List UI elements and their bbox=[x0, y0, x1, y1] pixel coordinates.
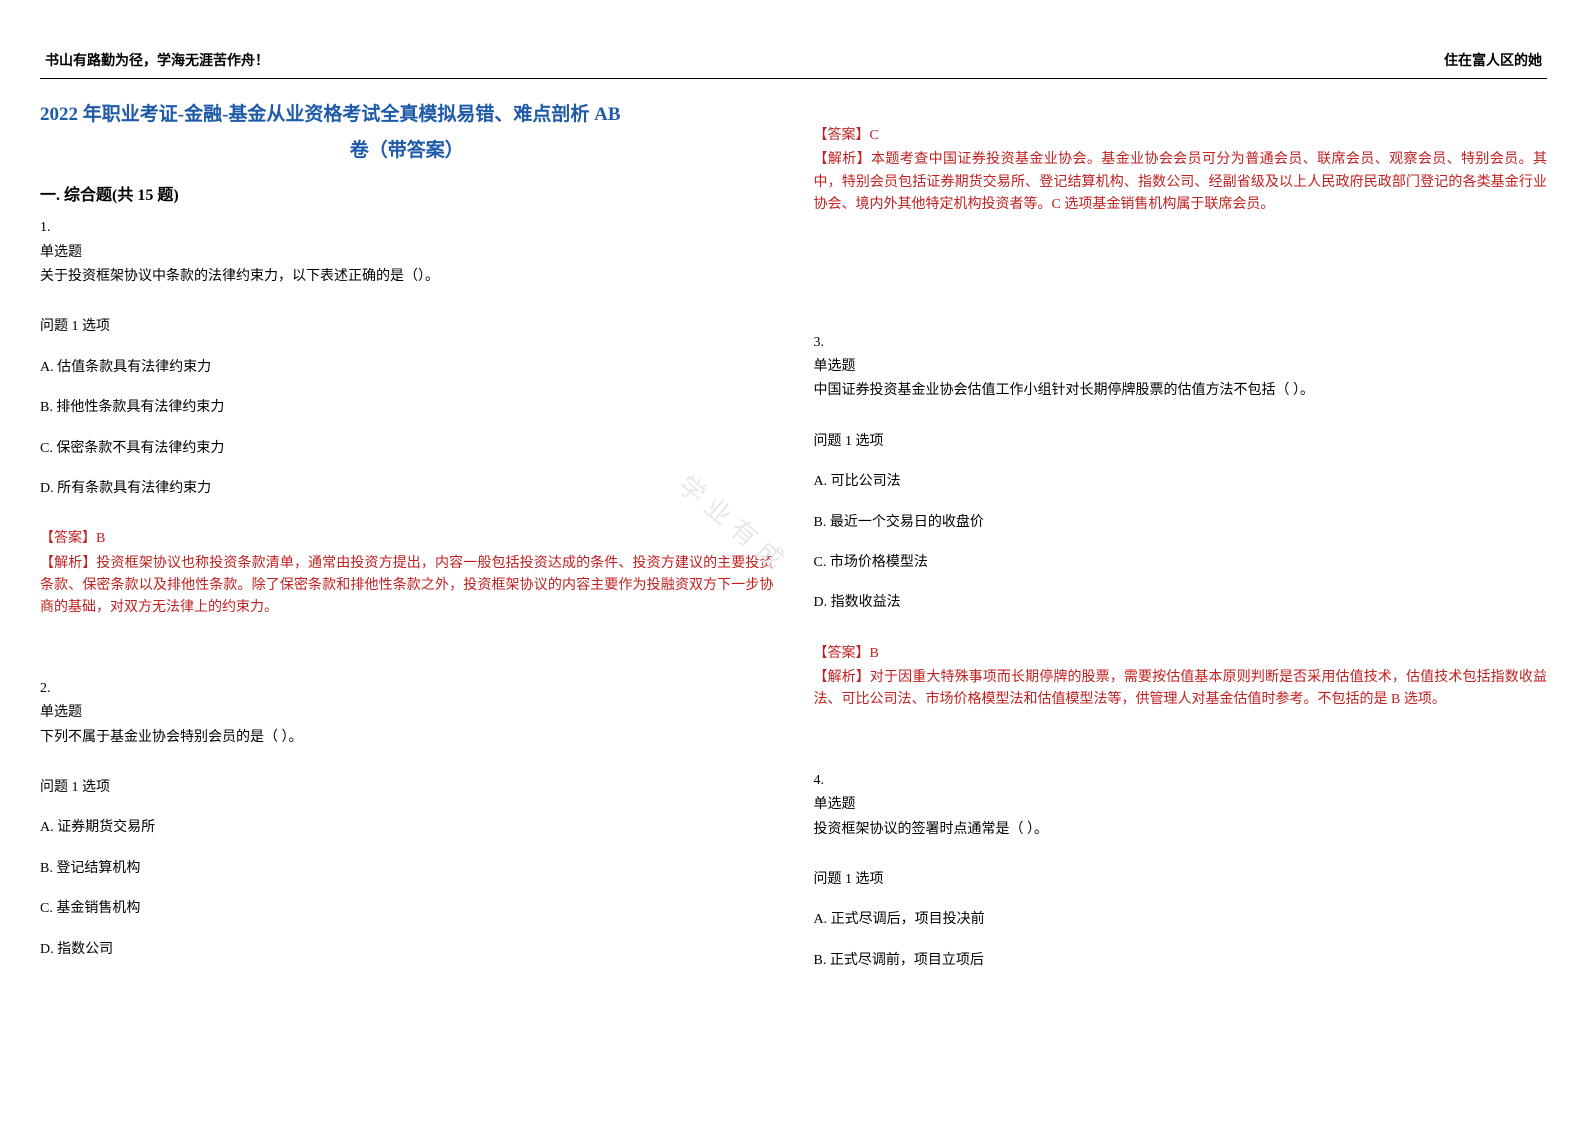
answer-1: 【答案】B 【解析】投资框架协议也称投资条款清单，通常由投资方提出，内容一般包括… bbox=[40, 528, 774, 620]
question-number: 3. bbox=[814, 332, 1548, 354]
option-d: D. 指数公司 bbox=[40, 939, 774, 961]
option-d: D. 所有条款具有法律约束力 bbox=[40, 478, 774, 500]
answer-2: 【答案】C 【解析】本题考查中国证券投资基金业协会。基金业协会会员可分为普通会员… bbox=[814, 125, 1548, 217]
content-columns: 2022 年职业考证-金融-基金从业资格考试全真模拟易错、难点剖析 AB 卷（带… bbox=[40, 97, 1547, 1000]
header-divider bbox=[40, 78, 1547, 79]
option-b: B. 登记结算机构 bbox=[40, 858, 774, 880]
answer-label: 【答案】C bbox=[814, 125, 1548, 147]
option-a: A. 估值条款具有法律约束力 bbox=[40, 357, 774, 379]
option-label: 问题 1 选项 bbox=[814, 431, 1548, 453]
option-c: C. 基金销售机构 bbox=[40, 898, 774, 920]
question-number: 1. bbox=[40, 217, 774, 239]
question-stem: 投资框架协议的签署时点通常是（ ）。 bbox=[814, 819, 1548, 841]
option-b: B. 正式尽调前，项目立项后 bbox=[814, 950, 1548, 972]
question-2: 2. 单选题 下列不属于基金业协会特别会员的是（ ）。 问题 1 选项 A. 证… bbox=[40, 678, 774, 961]
right-column: 【答案】C 【解析】本题考查中国证券投资基金业协会。基金业协会会员可分为普通会员… bbox=[814, 97, 1548, 1000]
option-label: 问题 1 选项 bbox=[40, 777, 774, 799]
title-line-2: 卷（带答案） bbox=[40, 133, 774, 169]
question-stem: 下列不属于基金业协会特别会员的是（ ）。 bbox=[40, 727, 774, 749]
question-3: 3. 单选题 中国证券投资基金业协会估值工作小组针对长期停牌股票的估值方法不包括… bbox=[814, 332, 1548, 615]
question-type: 单选题 bbox=[40, 702, 774, 724]
question-stem: 中国证券投资基金业协会估值工作小组针对长期停牌股票的估值方法不包括（ ）。 bbox=[814, 380, 1548, 402]
question-4: 4. 单选题 投资框架协议的签署时点通常是（ ）。 问题 1 选项 A. 正式尽… bbox=[814, 770, 1548, 972]
question-number: 2. bbox=[40, 678, 774, 700]
option-a: A. 可比公司法 bbox=[814, 471, 1548, 493]
header-left-motto: 书山有路勤为径，学海无涯苦作舟！ bbox=[45, 50, 269, 70]
option-label: 问题 1 选项 bbox=[814, 869, 1548, 891]
answer-explanation: 【解析】投资框架协议也称投资条款清单，通常由投资方提出，内容一般包括投资达成的条… bbox=[40, 553, 774, 620]
question-number: 4. bbox=[814, 770, 1548, 792]
option-label: 问题 1 选项 bbox=[40, 316, 774, 338]
header-right-author: 住在富人区的她 bbox=[1444, 50, 1542, 70]
answer-label: 【答案】B bbox=[40, 528, 774, 550]
left-column: 2022 年职业考证-金融-基金从业资格考试全真模拟易错、难点剖析 AB 卷（带… bbox=[40, 97, 774, 1000]
answer-explanation: 【解析】对于因重大特殊事项而长期停牌的股票，需要按估值基本原则判断是否采用估值技… bbox=[814, 667, 1548, 712]
question-stem: 关于投资框架协议中条款的法律约束力，以下表述正确的是（）。 bbox=[40, 266, 774, 288]
question-type: 单选题 bbox=[40, 242, 774, 264]
question-1: 1. 单选题 关于投资框架协议中条款的法律约束力，以下表述正确的是（）。 问题 … bbox=[40, 217, 774, 500]
option-d: D. 指数收益法 bbox=[814, 592, 1548, 614]
question-type: 单选题 bbox=[814, 794, 1548, 816]
answer-label: 【答案】B bbox=[814, 643, 1548, 665]
title-line-1: 2022 年职业考证-金融-基金从业资格考试全真模拟易错、难点剖析 AB bbox=[40, 97, 774, 133]
answer-3: 【答案】B 【解析】对于因重大特殊事项而长期停牌的股票，需要按估值基本原则判断是… bbox=[814, 643, 1548, 712]
document-title: 2022 年职业考证-金融-基金从业资格考试全真模拟易错、难点剖析 AB 卷（带… bbox=[40, 97, 774, 169]
question-type: 单选题 bbox=[814, 356, 1548, 378]
section-heading: 一. 综合题(共 15 题) bbox=[40, 181, 774, 205]
answer-explanation: 【解析】本题考查中国证券投资基金业协会。基金业协会会员可分为普通会员、联席会员、… bbox=[814, 149, 1548, 216]
option-a: A. 正式尽调后，项目投决前 bbox=[814, 909, 1548, 931]
option-c: C. 保密条款不具有法律约束力 bbox=[40, 438, 774, 460]
option-a: A. 证券期货交易所 bbox=[40, 817, 774, 839]
option-b: B. 最近一个交易日的收盘价 bbox=[814, 512, 1548, 534]
option-b: B. 排他性条款具有法律约束力 bbox=[40, 397, 774, 419]
option-c: C. 市场价格模型法 bbox=[814, 552, 1548, 574]
